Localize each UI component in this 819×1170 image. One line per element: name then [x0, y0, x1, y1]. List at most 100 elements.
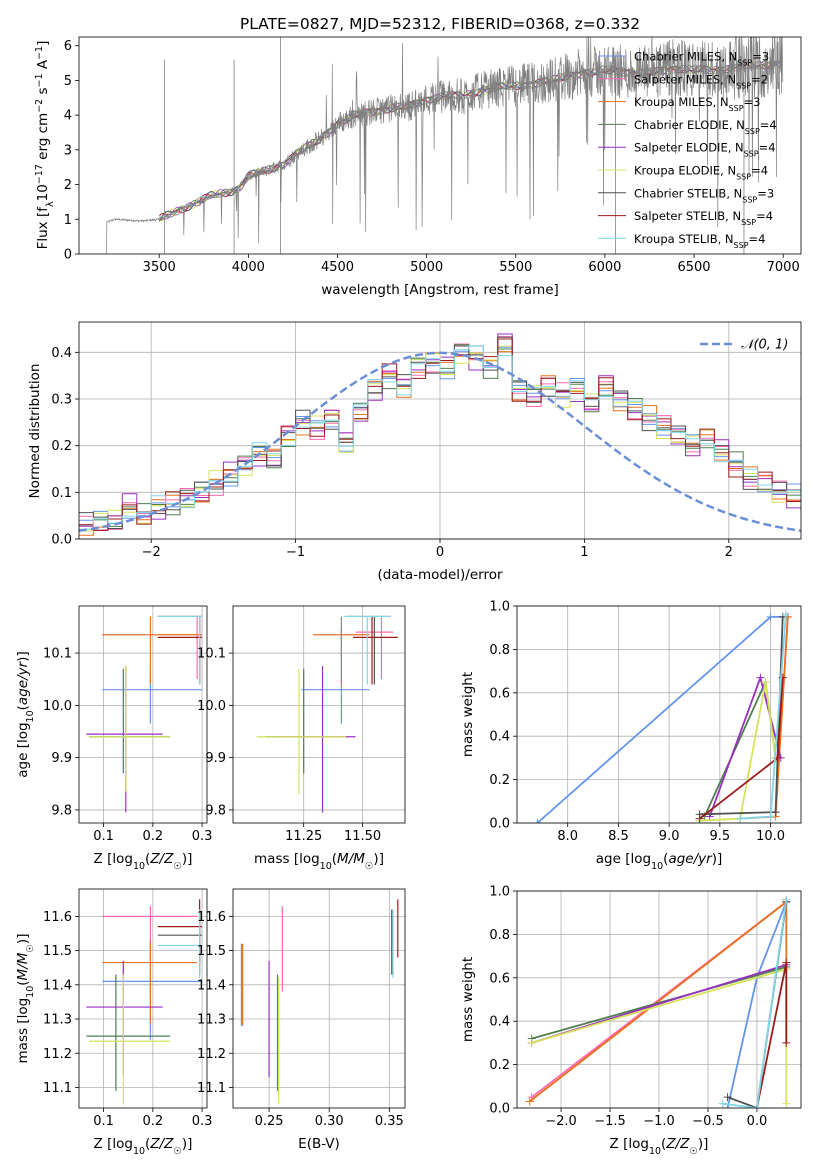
- x-tick-label: 0.1: [93, 829, 114, 844]
- x-tick-label: 11.25: [285, 829, 322, 844]
- x-tick-label: 6000: [588, 260, 621, 275]
- x-tick-label: 0.3: [192, 829, 213, 844]
- legend-text: Kroupa STELIB, N: [634, 232, 734, 246]
- legend-label: Chabrier ELODIE, NSSP=4: [634, 118, 777, 136]
- y-tick-label: 11.6: [43, 910, 72, 925]
- label-part: E(B-V): [298, 1136, 340, 1152]
- legend-text: =4: [759, 141, 776, 155]
- y-axis-label: mass weight: [460, 672, 476, 757]
- label-part: −1: [34, 46, 45, 60]
- plot-area: [86, 899, 203, 1105]
- z-mass-panel: 0.1 0.2 0.311.111.211.311.411.511.6Z [log1…: [15, 888, 212, 1157]
- x-tick-label: −0.5: [692, 1114, 724, 1129]
- label-part: Z [log: [94, 1136, 133, 1152]
- label-part: (: [332, 851, 337, 867]
- x-tick-label: −2: [142, 545, 161, 560]
- x-tick-label: 4000: [232, 260, 265, 275]
- label-part: )]: [182, 851, 193, 867]
- legend-text: =3: [752, 50, 769, 64]
- x-axis-label: (data-model)/error: [377, 567, 503, 583]
- label-part: mass [log: [15, 998, 31, 1064]
- label-part: Z/Z: [149, 851, 174, 867]
- x-tick-label: −1: [286, 545, 305, 560]
- weight-line-chabrier-elodie: [531, 966, 787, 1040]
- label-part: 10: [133, 1146, 145, 1157]
- label-part: Z/Z: [665, 1136, 690, 1152]
- y-tick-label: 11.3: [197, 1013, 226, 1028]
- y-axis-label: mass [log10(M/M☉)]: [15, 934, 36, 1064]
- y-tick-label: 11.1: [197, 1081, 226, 1096]
- legend-label: Kroupa STELIB, NSSP=4: [634, 232, 765, 250]
- plot-area: [256, 615, 398, 813]
- label-part: ☉: [25, 944, 36, 953]
- y-tick-label: 0.6: [489, 686, 510, 701]
- y-tick-label: 0.0: [489, 817, 510, 832]
- axes-frame: [78, 888, 208, 1109]
- x-axis-label: wavelength [Angstrom, rest frame]: [321, 282, 559, 298]
- label-part: )]: [182, 1136, 193, 1152]
- label-part: erg cm: [35, 113, 51, 164]
- legend-text: =4: [756, 209, 773, 223]
- y-tick-label: 1.0: [489, 600, 510, 615]
- label-part: )]: [15, 934, 31, 945]
- legend-text: Chabrier MILES, N: [634, 50, 737, 64]
- axes-frame: [78, 321, 802, 540]
- y-tick-label: 3: [64, 143, 72, 158]
- y-tick-label: 1: [64, 213, 72, 228]
- x-tick-label: 0.0: [747, 1114, 768, 1129]
- label-part: ]: [35, 41, 51, 46]
- z-age-panel: 0.1 0.2 0.39.89.910.010.1Z [log10(Z/Z☉)]ag…: [15, 605, 213, 872]
- axes-frame: [78, 36, 802, 255]
- y-tick-label: 0.0: [489, 1102, 510, 1117]
- label-part: M/M: [337, 851, 365, 867]
- axes-frame: [232, 888, 406, 1109]
- x-tick-label: 0.1: [93, 1114, 114, 1129]
- label-part: age/yr: [668, 851, 713, 867]
- y-tick-label: 2: [64, 178, 72, 193]
- x-axis-label: mass [log10(M/M☉)]: [254, 851, 384, 872]
- age-mass-weight-panel: 8.0 8.5 9.0 9.5 10.0 0.0 0.2 0.4 0.6 0.8 1.0 age [l…: [460, 600, 802, 872]
- legend-text: Chabrier ELODIE, N: [634, 118, 745, 132]
- y-tick-label: 0.6: [489, 971, 510, 986]
- legend-label: Chabrier MILES, NSSP=3: [634, 50, 769, 68]
- label-part: age/yr: [15, 660, 31, 705]
- spectrum-panel: 3500 4000 4500 5000 5500 6000 6500 7000 0 1 2 3 4 5 6 P…: [34, 15, 802, 298]
- x-tick-label: 3500: [143, 260, 176, 275]
- x-tick-label: 8.5: [608, 829, 629, 844]
- y-tick-label: 0.8: [489, 928, 510, 943]
- legend-label: Salpeter ELODIE, NSSP=4: [634, 141, 776, 159]
- label-part: (: [15, 705, 31, 710]
- y-tick-label: 11.5: [43, 944, 72, 959]
- axes-frame: [516, 605, 802, 824]
- x-tick-label: 7000: [767, 260, 800, 275]
- legend-label: Kroupa MILES, NSSP=3: [634, 95, 760, 113]
- legend-sub: SSP: [737, 58, 752, 67]
- legend-text: =4: [749, 232, 766, 246]
- label-part: s: [35, 87, 51, 98]
- x-axis-label: Z [log10(Z/Z☉)]: [610, 1136, 709, 1157]
- label-part: M/M: [15, 952, 31, 980]
- normal-curve: [79, 351, 801, 533]
- label-part: 10: [25, 986, 36, 998]
- label-part: 10: [133, 861, 145, 872]
- label-part: (: [663, 851, 668, 867]
- y-tick-label: 0.8: [489, 643, 510, 658]
- axes-frame: [516, 890, 802, 1109]
- legend-sub: SSP: [729, 104, 744, 113]
- legend-text: Salpeter STELIB, N: [634, 209, 741, 223]
- x-tick-label: 6500: [677, 260, 710, 275]
- x-tick-label: 0.2: [143, 829, 164, 844]
- legend-text: Chabrier STELIB, N: [634, 186, 742, 200]
- label-part: λ: [45, 201, 56, 207]
- weight-line-salpeter-stelib: [756, 962, 788, 1108]
- legend-label: Salpeter STELIB, NSSP=4: [634, 209, 773, 227]
- label-part: 10: [651, 861, 663, 872]
- y-tick-label: 0.2: [51, 439, 72, 454]
- label-part: A: [35, 59, 51, 73]
- y-tick-label: 0.4: [51, 346, 72, 361]
- y-tick-label: 11.1: [43, 1081, 72, 1096]
- y-tick-label: 10.1: [43, 647, 72, 662]
- x-tick-label: 0.35: [375, 1114, 404, 1129]
- y-tick-label: 9.9: [205, 751, 226, 766]
